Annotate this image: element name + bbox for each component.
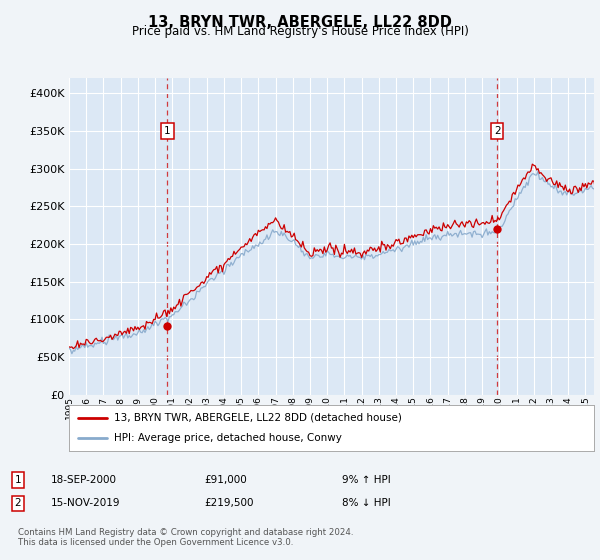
Text: 2: 2 — [14, 498, 22, 508]
Text: 18-SEP-2000: 18-SEP-2000 — [51, 475, 117, 485]
Text: 1: 1 — [164, 125, 171, 136]
Text: Contains HM Land Registry data © Crown copyright and database right 2024.
This d: Contains HM Land Registry data © Crown c… — [18, 528, 353, 547]
Text: 9% ↑ HPI: 9% ↑ HPI — [342, 475, 391, 485]
Text: £219,500: £219,500 — [204, 498, 254, 508]
Text: 1: 1 — [14, 475, 22, 485]
Text: 8% ↓ HPI: 8% ↓ HPI — [342, 498, 391, 508]
Text: £91,000: £91,000 — [204, 475, 247, 485]
Text: 15-NOV-2019: 15-NOV-2019 — [51, 498, 121, 508]
Text: Price paid vs. HM Land Registry's House Price Index (HPI): Price paid vs. HM Land Registry's House … — [131, 25, 469, 38]
Text: HPI: Average price, detached house, Conwy: HPI: Average price, detached house, Conw… — [113, 433, 341, 443]
Text: 2: 2 — [494, 125, 500, 136]
Text: 13, BRYN TWR, ABERGELE, LL22 8DD (detached house): 13, BRYN TWR, ABERGELE, LL22 8DD (detach… — [113, 413, 401, 423]
Text: 13, BRYN TWR, ABERGELE, LL22 8DD: 13, BRYN TWR, ABERGELE, LL22 8DD — [148, 15, 452, 30]
